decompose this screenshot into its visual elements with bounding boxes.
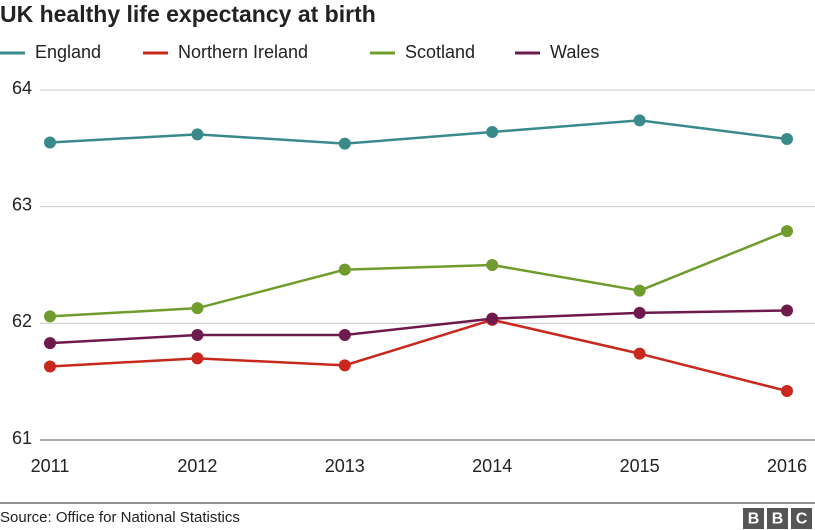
- logo-box: [743, 508, 764, 529]
- data-point: [44, 360, 56, 373]
- data-point: [781, 133, 793, 145]
- data-point: [44, 310, 56, 323]
- logo-box: [791, 508, 812, 529]
- data-point: [633, 347, 646, 360]
- legend-label: England: [35, 42, 101, 62]
- series-line: [49, 309, 788, 345]
- x-tick-label: 2013: [325, 456, 365, 476]
- data-point: [191, 329, 204, 341]
- data-point: [781, 385, 793, 397]
- source: Source: Office for National Statistics: [0, 509, 240, 526]
- chart-title: UK healthy life expectancy at birth: [0, 1, 376, 27]
- logo-letter: C: [796, 511, 808, 528]
- data-point: [191, 302, 204, 315]
- data-point: [191, 128, 204, 141]
- x-tick-label: 2014: [472, 456, 512, 476]
- x-tick-label: 2015: [620, 456, 660, 476]
- x-tick-label: 2012: [177, 456, 217, 476]
- data-point: [44, 337, 56, 350]
- data-point: [486, 312, 499, 325]
- series-line: [49, 119, 788, 145]
- data-point: [338, 263, 351, 276]
- data-point: [486, 259, 499, 271]
- data-point: [781, 304, 793, 317]
- data-point: [781, 225, 793, 238]
- data-point: [633, 306, 646, 319]
- data-point: [191, 352, 204, 365]
- legend-label: Northern Ireland: [178, 42, 308, 62]
- y-tick-label: 64: [12, 78, 32, 98]
- x-tick-label: 2011: [31, 456, 70, 476]
- data-point: [633, 284, 646, 297]
- logo-letter: B: [748, 511, 760, 528]
- x-tick-label: 2016: [767, 456, 807, 476]
- data-point: [486, 126, 499, 138]
- data-point: [44, 136, 56, 149]
- data-point: [338, 137, 351, 150]
- legend-label: Wales: [550, 42, 599, 62]
- y-tick-label: 62: [12, 311, 32, 331]
- legend-label: Scotland: [405, 42, 475, 62]
- logo-box: [767, 508, 788, 529]
- y-tick-label: 61: [12, 428, 32, 448]
- data-point: [338, 329, 351, 341]
- y-tick-label: 63: [12, 194, 32, 214]
- series-line: [49, 318, 788, 393]
- data-point: [338, 359, 351, 372]
- logo-letter: B: [772, 511, 784, 528]
- data-point: [633, 114, 646, 127]
- series-line: [49, 230, 788, 318]
